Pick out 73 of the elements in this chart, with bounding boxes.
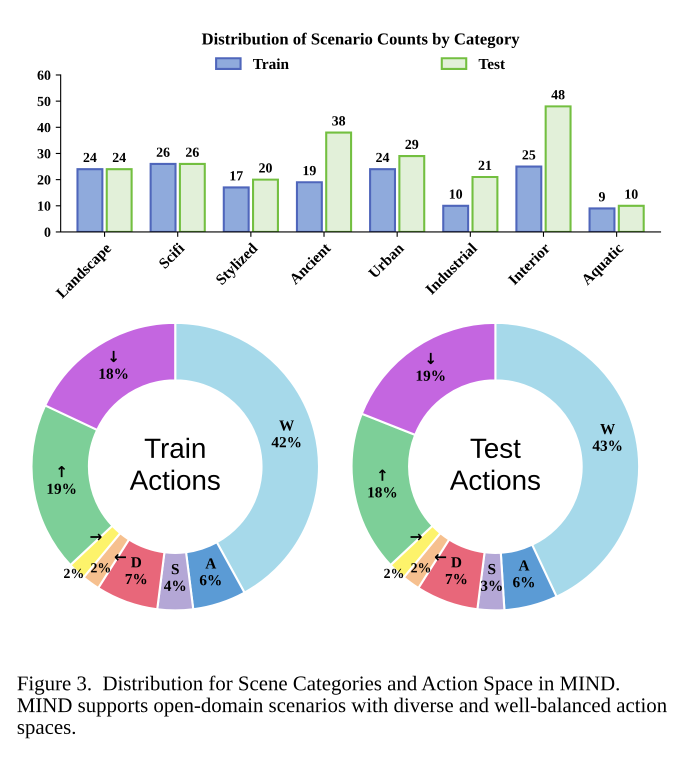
slice-label: A xyxy=(518,560,530,570)
bar xyxy=(442,204,470,232)
caption: Figure 3. Distribution for Scene Categories and Action Space in MIND. MIND supports open-domain scenarios with diverse and well-balanced action spaces. xyxy=(17,676,667,738)
data-label: 24 xyxy=(112,152,126,162)
data-label: 2% xyxy=(411,563,430,573)
data-label: 10 xyxy=(450,189,462,199)
bar xyxy=(515,166,542,232)
data-label: 2% xyxy=(64,568,83,578)
bar xyxy=(252,178,279,232)
bar xyxy=(369,168,396,232)
data-label: 21 xyxy=(478,160,492,170)
data-label: 26 xyxy=(186,148,199,157)
data-label: 7% xyxy=(446,574,466,584)
bar xyxy=(76,168,104,232)
data-label: 38 xyxy=(332,116,346,126)
slice-label: W xyxy=(600,424,616,434)
bar xyxy=(178,162,206,232)
data-label: 18% xyxy=(100,368,128,379)
data-label: 19% xyxy=(416,370,445,381)
slice-label: ↑ xyxy=(58,466,66,478)
bar xyxy=(222,186,250,232)
legend-label: Train xyxy=(253,58,289,70)
slice-label: ↓ xyxy=(427,352,434,364)
data-label: 20 xyxy=(259,163,272,173)
data-label: 18% xyxy=(368,487,396,498)
data-label: 48 xyxy=(551,90,565,100)
bar xyxy=(588,207,616,232)
bar xyxy=(106,168,133,232)
bar xyxy=(471,176,498,232)
slice-label: W xyxy=(279,420,294,431)
slice-label: ↓ xyxy=(110,350,118,362)
data-label: 43% xyxy=(592,440,622,451)
legend-label: Test xyxy=(478,58,505,70)
bar xyxy=(618,204,645,232)
chart-title: Distribution of Scenario Counts by Category xyxy=(202,32,520,48)
data-label: 24 xyxy=(84,152,97,162)
data-label: 6% xyxy=(513,577,534,588)
data-label: 17 xyxy=(230,171,243,180)
bar xyxy=(325,131,352,232)
data-label: 9 xyxy=(598,192,605,202)
slice-label: D xyxy=(451,557,462,568)
slice-label: S xyxy=(488,564,496,574)
data-label: 24 xyxy=(376,152,390,162)
slice-label: S xyxy=(172,564,179,574)
y-tick-label: 10 xyxy=(38,201,50,211)
slice-label: A xyxy=(205,558,216,568)
y-tick-label: 0 xyxy=(44,228,50,237)
y-tick-label: 60 xyxy=(38,70,50,80)
text: Train Actions xyxy=(130,438,220,490)
y-tick-label: 20 xyxy=(38,175,50,185)
data-label: 7% xyxy=(126,574,146,584)
data-label: 42% xyxy=(272,437,300,448)
bar xyxy=(296,181,323,232)
data-label: 25 xyxy=(522,150,536,160)
data-label: 19 xyxy=(304,166,316,176)
data-label: 2% xyxy=(91,563,110,573)
y-tick-label: 50 xyxy=(38,96,50,106)
bar xyxy=(398,155,426,232)
y-tick-label: 40 xyxy=(37,122,50,132)
slice-label: D xyxy=(131,557,142,568)
text: Test Actions xyxy=(450,438,540,490)
data-label: 6% xyxy=(200,575,221,586)
data-label: 4% xyxy=(164,580,186,592)
bar xyxy=(150,162,177,232)
y-tick-label: 30 xyxy=(38,149,50,158)
bar xyxy=(544,105,572,232)
data-label: 3% xyxy=(480,580,502,591)
data-label: 29 xyxy=(405,140,418,150)
data-label: 19% xyxy=(48,484,76,494)
data-label: 26 xyxy=(156,148,170,157)
data-label: 10 xyxy=(625,189,638,199)
slice-label: ↑ xyxy=(378,470,386,481)
data-label: 2% xyxy=(384,568,404,578)
